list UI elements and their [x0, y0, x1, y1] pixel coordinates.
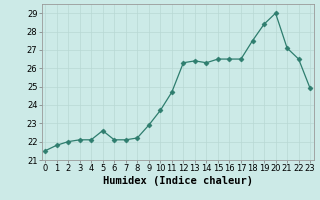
X-axis label: Humidex (Indice chaleur): Humidex (Indice chaleur): [103, 176, 252, 186]
